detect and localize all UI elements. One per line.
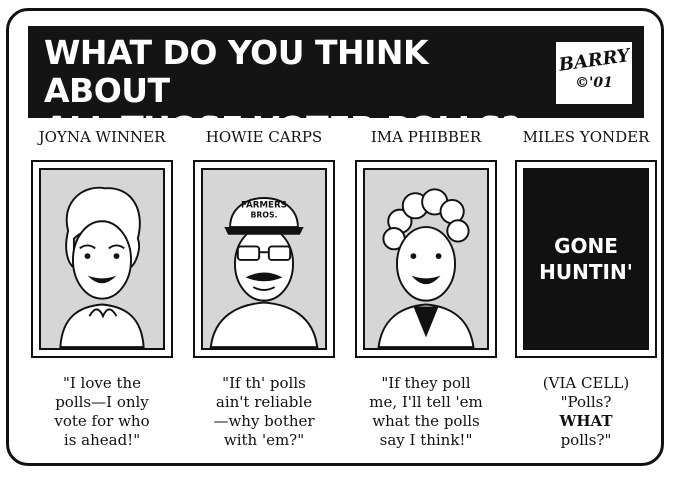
gone-huntin-panel: GONE HUNTIN' xyxy=(523,168,649,350)
woman-curly-hair-portrait-illustration xyxy=(377,188,475,348)
signature-year: ©'01 xyxy=(575,75,613,91)
title-banner: WHAT DO YOU THINK ABOUT ALL THOSE VOTER … xyxy=(28,26,644,148)
cap-text-line-1: FARMERS xyxy=(241,201,287,211)
quote-1: "I love the polls—I only vote for who is… xyxy=(22,374,182,450)
quote-1-line-3: vote for who xyxy=(54,412,150,430)
woman-portrait-illustration xyxy=(59,186,145,348)
character-name-2: HOWIE CARPS xyxy=(205,128,323,146)
portrait-2: FARMERS BROS. xyxy=(193,160,335,358)
banner-title: WHAT DO YOU THINK ABOUT ALL THOSE VOTER … xyxy=(44,34,524,148)
portrait-1-art xyxy=(39,168,165,350)
gone-panel-line-1: GONE xyxy=(554,234,618,258)
quote-4: (VIA CELL) "Polls? WHAT polls?" xyxy=(506,374,666,450)
portrait-3-art xyxy=(363,168,489,350)
artist-signature: BARRY ©'01 xyxy=(556,42,632,104)
gone-panel-line-2: HUNTIN' xyxy=(539,260,633,284)
quote-2-line-2: ain't reliable xyxy=(215,393,313,411)
quote-3-line-4: say I think!" xyxy=(379,431,473,449)
banner-title-line-2: ALL THOSE VOTER POLLS? xyxy=(44,109,521,148)
quote-2-line-3: —why bother xyxy=(213,412,315,430)
signature-name: BARRY xyxy=(557,45,632,76)
quote-4-line-4: polls?" xyxy=(560,431,612,449)
quote-1-line-1: "I love the xyxy=(62,374,142,392)
cap-text-line-2: BROS. xyxy=(251,210,278,219)
quote-4-line-1: (VIA CELL) xyxy=(542,374,630,392)
quote-4-line-3: WHAT xyxy=(559,412,613,430)
man-portrait-illustration: FARMERS BROS. xyxy=(209,197,319,348)
portrait-2-art: FARMERS BROS. xyxy=(201,168,327,350)
portrait-4: GONE HUNTIN' xyxy=(515,160,657,358)
portrait-1 xyxy=(31,160,173,358)
banner-title-line-1: WHAT DO YOU THINK ABOUT xyxy=(44,33,429,110)
quote-2-line-1: "If th' polls xyxy=(222,374,306,392)
character-name-1: JOYNA WINNER xyxy=(38,128,166,146)
quote-1-line-2: polls—I only xyxy=(55,393,149,411)
quote-3: "If they poll me, I'll tell 'em what the… xyxy=(346,374,506,450)
quote-4-line-2: "Polls? xyxy=(560,393,612,411)
quote-3-line-2: me, I'll tell 'em xyxy=(369,393,483,411)
character-name-3: IMA PHIBBER xyxy=(370,128,482,146)
quote-1-line-4: is ahead!" xyxy=(63,431,141,449)
quote-3-line-1: "If they poll xyxy=(381,374,471,392)
quote-2: "If th' polls ain't reliable —why bother… xyxy=(184,374,344,450)
portrait-3 xyxy=(355,160,497,358)
character-name-4: MILES YONDER xyxy=(522,128,650,146)
quote-3-line-3: what the polls xyxy=(372,412,480,430)
quote-2-line-4: with 'em?" xyxy=(223,431,305,449)
